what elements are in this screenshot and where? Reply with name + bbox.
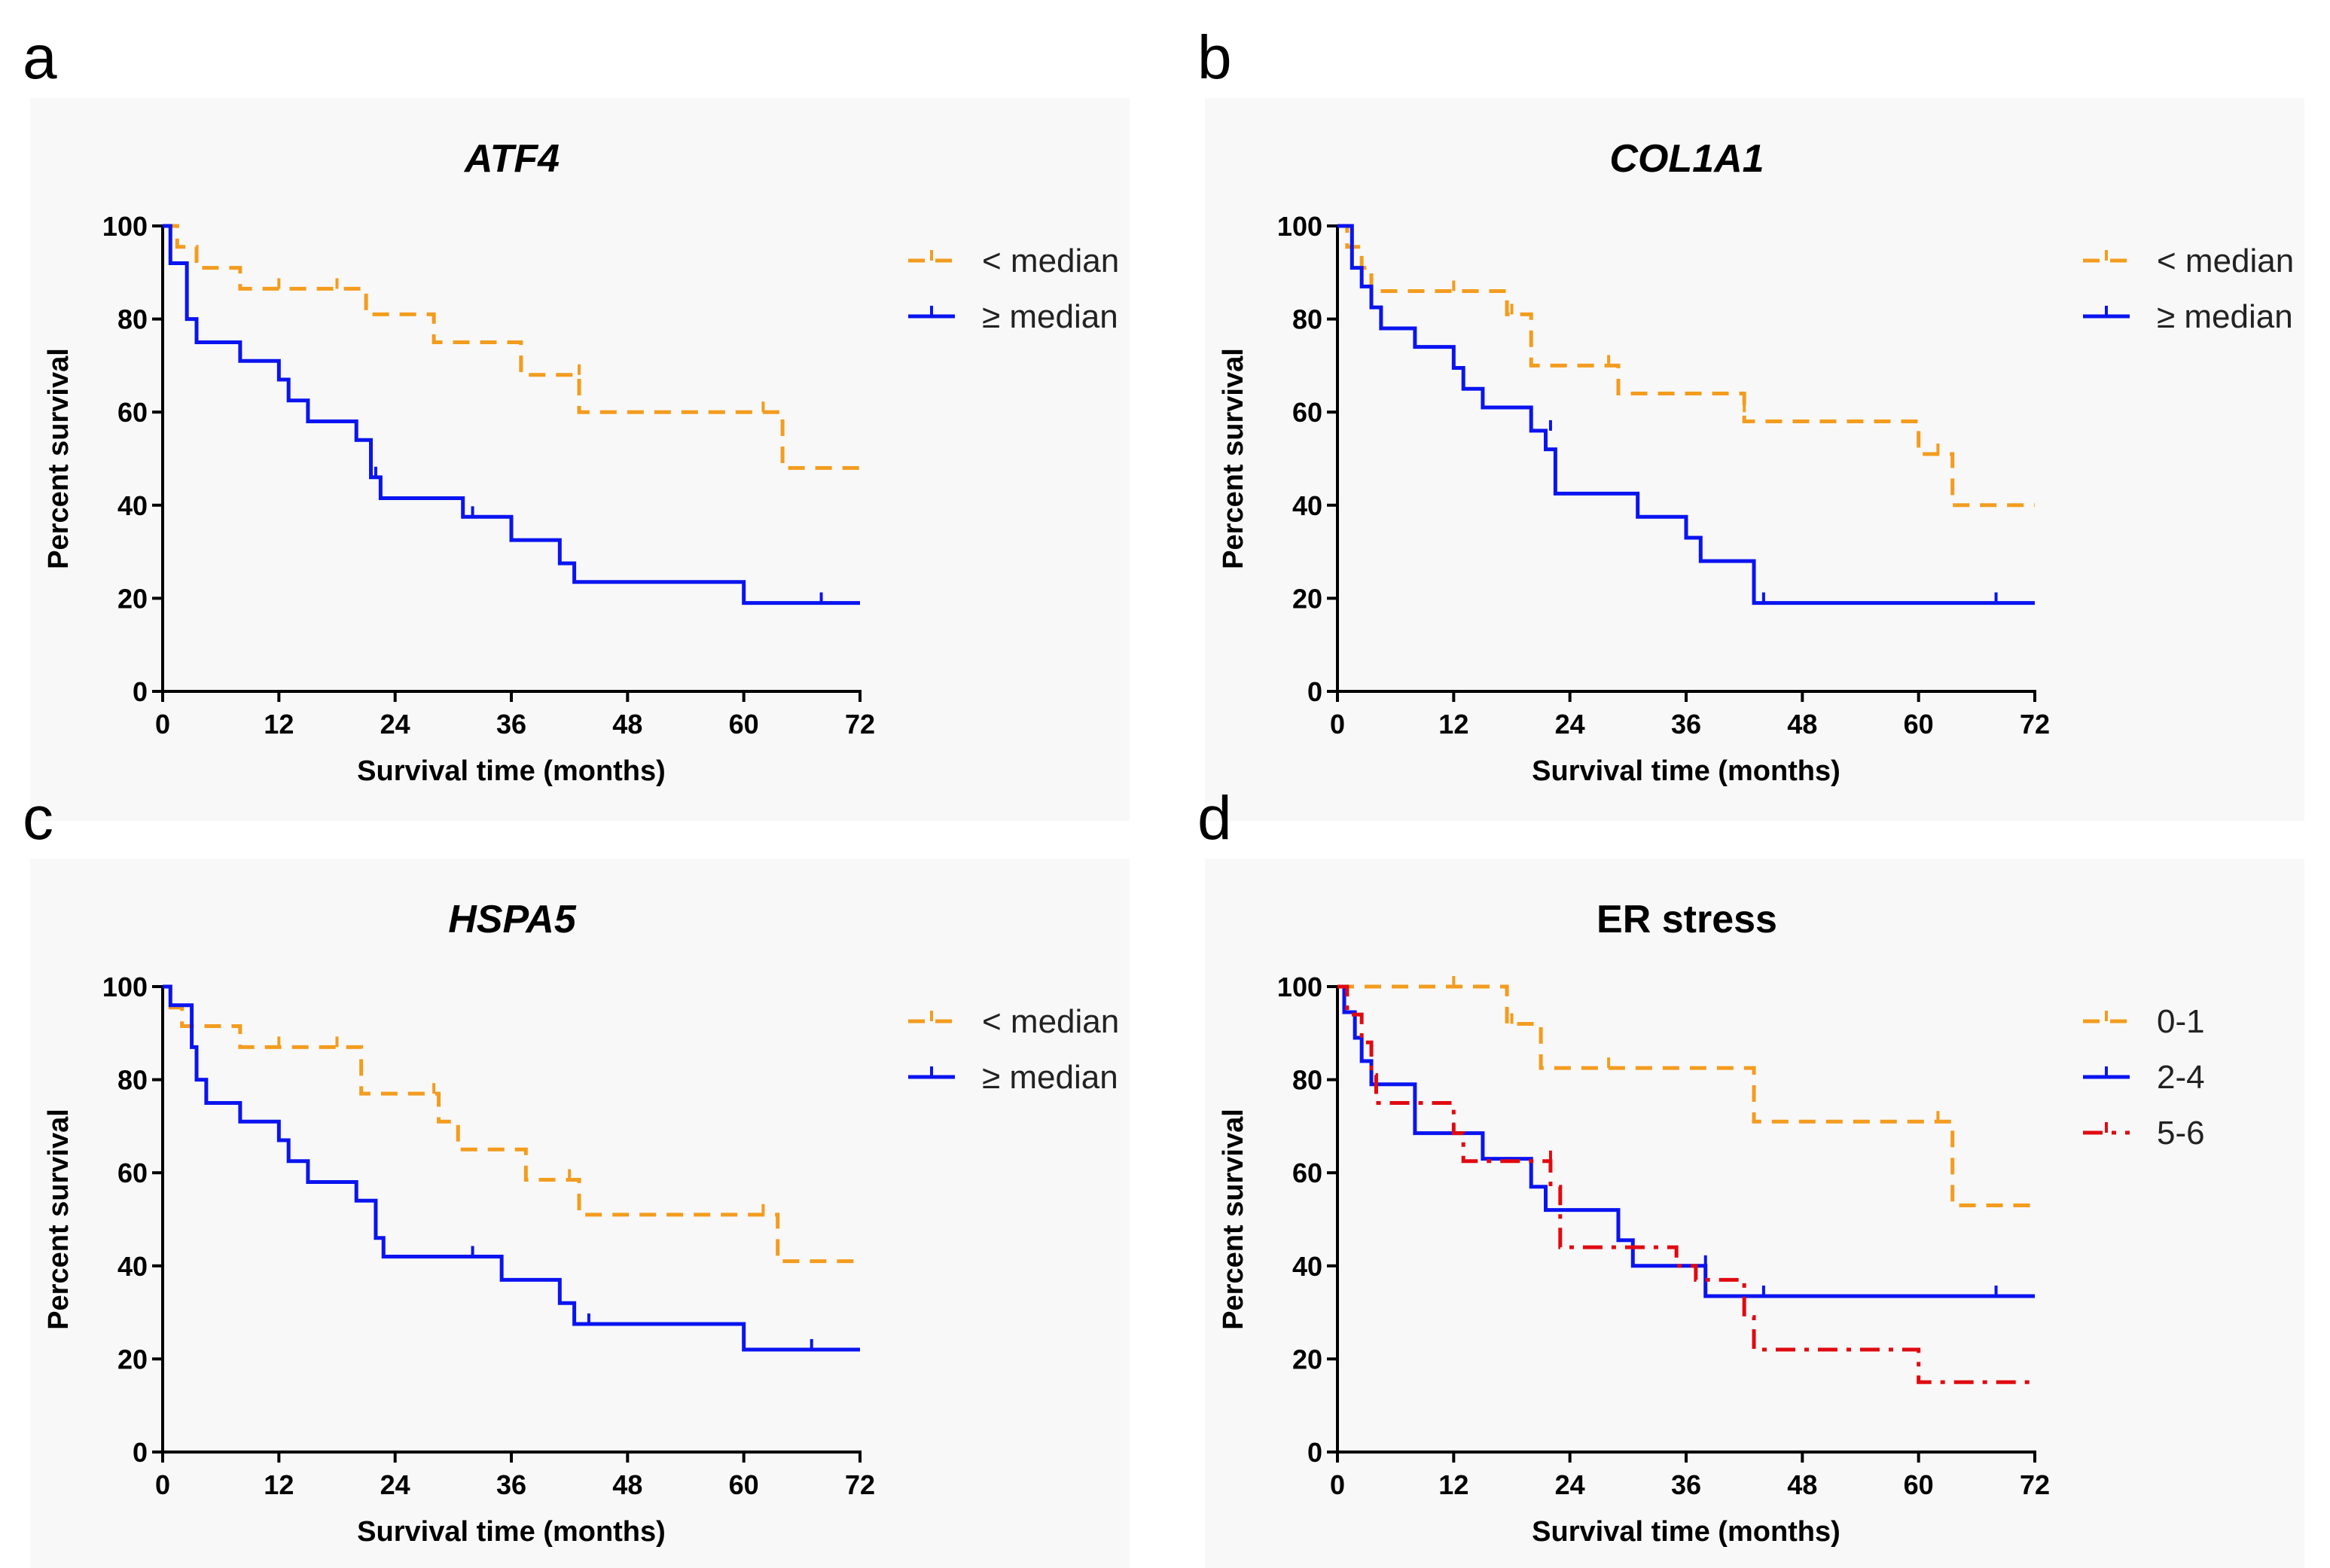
x-tick-label: 36	[496, 709, 526, 740]
x-tick-label: 48	[612, 709, 642, 740]
legend-label: 2-4	[2157, 1059, 2205, 1096]
x-tick-label: 24	[380, 1469, 410, 1500]
chart-title: ATF4	[463, 137, 560, 181]
x-tick-label: 48	[1787, 709, 1817, 740]
panel-letter: c	[23, 784, 53, 853]
x-axis-label: Survival time (months)	[1532, 1516, 1841, 1548]
y-tick-label: 60	[117, 397, 148, 428]
chart-panel-d: d ER stress 0 20 40 60 80 100 0 12 24 36 48 60 72 Survi…	[1197, 784, 2304, 1568]
x-tick-label: 0	[1330, 709, 1345, 740]
y-axis-label: Percent survival	[1218, 348, 1249, 569]
x-tick-label: 0	[1330, 1469, 1345, 1500]
y-tick-label: 40	[117, 1251, 148, 1282]
panel-letter: d	[1197, 784, 1232, 853]
y-tick-label: 0	[1307, 676, 1322, 707]
y-tick-label: 40	[117, 490, 148, 521]
y-tick-label: 40	[1292, 1251, 1322, 1282]
legend-label: 5-6	[2157, 1115, 2205, 1152]
y-tick-label: 20	[1292, 583, 1322, 614]
chart-panel-c: c HSPA5 0 20 40 60 80 100 0 12 24 36 48 60 72 Survival …	[23, 784, 1130, 1568]
x-tick-label: 36	[496, 1469, 526, 1500]
x-axis-label: Survival time (months)	[357, 1516, 666, 1548]
x-tick-label: 36	[1671, 709, 1701, 740]
x-tick-label: 24	[1555, 709, 1585, 740]
chart-panel-a: a ATF4 0 20 40 60 80 100 0 12 24 36 48 60 72 Survival t…	[23, 23, 1130, 821]
x-tick-label: 60	[729, 709, 759, 740]
legend-label: < median	[2157, 243, 2294, 279]
y-tick-label: 20	[117, 1344, 148, 1374]
x-tick-label: 72	[2020, 709, 2050, 740]
y-tick-label: 0	[133, 676, 148, 707]
y-tick-label: 80	[117, 1065, 148, 1096]
y-tick-label: 100	[1277, 972, 1322, 1002]
x-axis-label: Survival time (months)	[357, 755, 666, 787]
x-tick-label: 60	[729, 1469, 759, 1500]
y-tick-label: 80	[117, 304, 148, 335]
chart-title: ER stress	[1597, 898, 1777, 941]
series-line-0	[1337, 224, 2035, 508]
x-tick-label: 36	[1671, 1469, 1701, 1500]
chart-title: HSPA5	[448, 898, 577, 941]
chart-panel-b: b COL1A1 0 20 40 60 80 100 0 12 24 36 48 60 72 Survival…	[1197, 23, 2304, 821]
x-tick-label: 0	[155, 1469, 170, 1500]
panel-background	[30, 98, 1130, 821]
legend-label: ≥ median	[982, 1059, 1118, 1096]
legend-label: < median	[982, 243, 1119, 279]
x-tick-label: 12	[1438, 1469, 1468, 1500]
y-tick-label: 20	[117, 583, 148, 614]
y-tick-label: 80	[1292, 1065, 1322, 1096]
legend-label: < median	[982, 1003, 1119, 1040]
panel-background	[30, 859, 1130, 1568]
y-axis-label: Percent survival	[43, 1109, 75, 1330]
panel-letter: b	[1197, 23, 1232, 92]
x-tick-label: 60	[1904, 709, 1934, 740]
y-tick-label: 0	[133, 1437, 148, 1468]
chart-title: COL1A1	[1609, 137, 1764, 181]
x-axis-label: Survival time (months)	[1532, 755, 1841, 787]
series-line-1	[1337, 224, 2035, 606]
series-line-0	[1337, 984, 2035, 1207]
x-tick-label: 12	[1438, 709, 1468, 740]
x-tick-label: 24	[380, 709, 410, 740]
y-tick-label: 60	[1292, 1158, 1322, 1188]
y-tick-label: 40	[1292, 490, 1322, 521]
panel-letter: a	[23, 23, 57, 92]
panel-background	[1205, 98, 2304, 821]
y-tick-label: 0	[1307, 1437, 1322, 1468]
series-line-2	[1337, 984, 2035, 1384]
y-tick-label: 100	[102, 211, 148, 242]
x-tick-label: 24	[1555, 1469, 1585, 1500]
y-tick-label: 60	[1292, 397, 1322, 428]
x-tick-label: 0	[155, 709, 170, 740]
y-tick-label: 60	[117, 1158, 148, 1188]
y-tick-label: 20	[1292, 1344, 1322, 1374]
panel-background	[1205, 859, 2304, 1568]
y-tick-label: 80	[1292, 304, 1322, 335]
series-line-1	[163, 984, 860, 1352]
x-tick-label: 48	[1787, 1469, 1817, 1500]
x-tick-label: 72	[845, 1469, 875, 1500]
x-tick-label: 12	[264, 709, 294, 740]
x-tick-label: 72	[2020, 1469, 2050, 1500]
series-line-0	[163, 224, 860, 470]
x-tick-label: 72	[845, 709, 875, 740]
series-line-1	[1337, 984, 2035, 1298]
y-axis-label: Percent survival	[1218, 1109, 1249, 1330]
x-tick-label: 48	[612, 1469, 642, 1500]
y-tick-label: 100	[102, 972, 148, 1002]
y-tick-label: 100	[1277, 211, 1322, 242]
legend-label: ≥ median	[2157, 298, 2293, 335]
legend-label: 0-1	[2157, 1003, 2205, 1040]
x-tick-label: 60	[1904, 1469, 1934, 1500]
x-tick-label: 12	[264, 1469, 294, 1500]
legend-label: ≥ median	[982, 298, 1118, 335]
series-line-0	[163, 984, 860, 1264]
series-line-1	[163, 224, 860, 606]
y-axis-label: Percent survival	[43, 348, 75, 569]
